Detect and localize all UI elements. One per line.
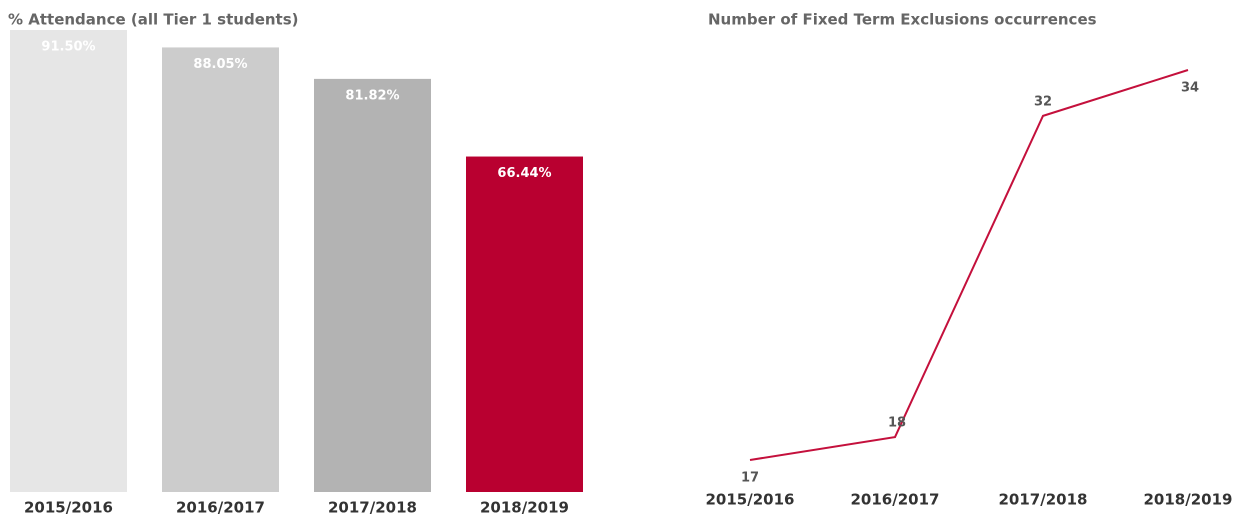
x-tick-label: 2018/2019 — [1144, 491, 1233, 509]
bar — [314, 78, 431, 492]
value-label: 18 — [888, 416, 906, 431]
value-label: 81.82% — [345, 88, 399, 103]
x-tick-label: 2015/2016 — [706, 491, 795, 509]
value-label: 32 — [1034, 94, 1052, 109]
bar — [10, 30, 127, 492]
bar — [466, 156, 583, 492]
chart-title: Number of Fixed Term Exclusions occurren… — [708, 11, 1097, 29]
x-tick-label: 2018/2019 — [480, 499, 569, 517]
x-tick-label: 2016/2017 — [851, 491, 940, 509]
x-tick-label: 2015/2016 — [24, 499, 113, 517]
value-label: 66.44% — [497, 166, 551, 181]
value-label: 17 — [741, 471, 759, 486]
x-tick-label: 2017/2018 — [328, 499, 417, 517]
value-label: 91.50% — [41, 40, 95, 55]
line — [749, 69, 1189, 461]
value-label: 34 — [1181, 81, 1199, 96]
x-tick-label: 2016/2017 — [176, 499, 265, 517]
value-label: 88.05% — [193, 57, 247, 72]
x-tick-label: 2017/2018 — [999, 491, 1088, 509]
bar — [162, 47, 279, 492]
chart-title: % Attendance (all Tier 1 students) — [8, 11, 299, 29]
